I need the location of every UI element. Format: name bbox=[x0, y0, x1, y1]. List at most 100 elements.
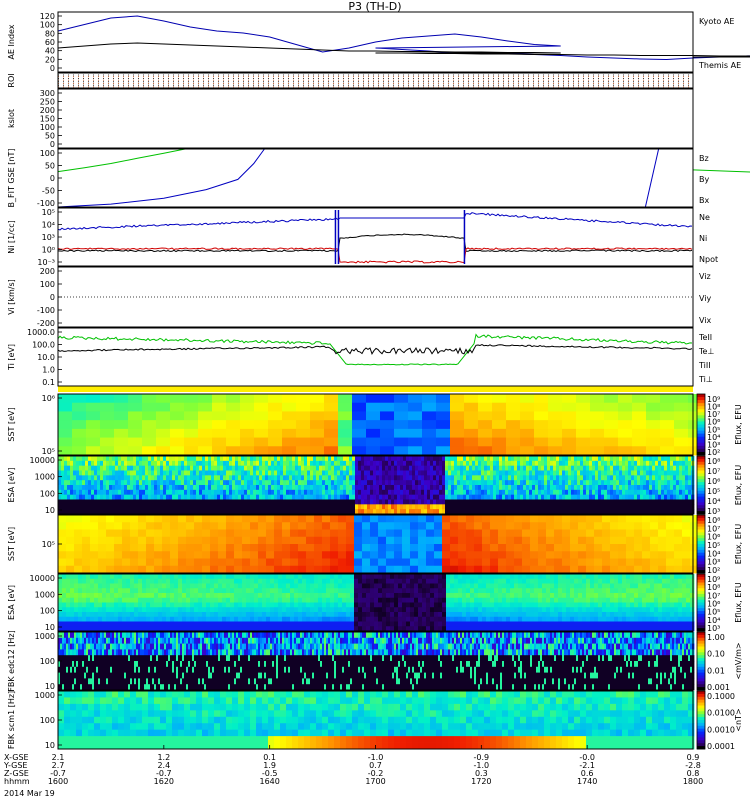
esa-e-cell bbox=[450, 602, 455, 608]
esa-e-cell bbox=[106, 583, 111, 589]
esa-i-cell bbox=[154, 504, 158, 510]
sst-i-cell bbox=[492, 420, 507, 430]
esa-i-cell bbox=[661, 475, 665, 481]
esa-e-cell bbox=[70, 602, 75, 608]
esa-i-cell bbox=[478, 460, 482, 467]
esa-i-cell bbox=[349, 509, 353, 515]
esa-e-cell bbox=[382, 621, 387, 627]
sst-e-cell bbox=[250, 536, 259, 545]
esa-e-cell bbox=[182, 626, 187, 632]
esa-i-cell bbox=[181, 460, 185, 467]
esa-i-cell bbox=[298, 465, 302, 471]
esa-i-cell bbox=[556, 465, 560, 471]
sst-i-cell bbox=[492, 428, 507, 438]
sst-e-cell bbox=[562, 551, 571, 559]
esa-e-cell bbox=[322, 607, 327, 613]
sst-e-cell bbox=[402, 565, 411, 574]
esa-e-cell bbox=[354, 588, 359, 594]
esa-i-cell bbox=[670, 499, 674, 505]
esa-i-cell bbox=[637, 456, 641, 462]
esa-e-cell bbox=[82, 607, 87, 613]
esa-i-cell bbox=[610, 456, 614, 462]
esa-e-cell bbox=[530, 612, 535, 618]
esa-e-cell bbox=[258, 583, 263, 589]
esa-e-cell bbox=[194, 578, 199, 584]
sst-e-cell bbox=[562, 522, 571, 530]
esa-e-cell bbox=[366, 621, 371, 627]
esa-e-cell bbox=[382, 626, 387, 632]
esa-i-cell bbox=[340, 465, 344, 471]
esa-e-cell bbox=[406, 616, 411, 622]
sst-i-cell bbox=[590, 428, 605, 438]
esa-i-cell bbox=[430, 509, 434, 515]
esa-i-cell bbox=[244, 465, 248, 471]
esa-e-cell bbox=[58, 621, 63, 627]
sst-e-cell bbox=[202, 522, 211, 530]
esa-i-cell bbox=[340, 489, 344, 496]
esa-i-cell bbox=[568, 465, 572, 471]
esa-i-cell bbox=[523, 494, 527, 500]
esa-i-cell bbox=[82, 499, 86, 505]
esa-e-cell bbox=[378, 578, 383, 584]
esa-i-cell bbox=[649, 456, 653, 462]
esa-e-cell bbox=[514, 588, 519, 594]
esa-i-cell bbox=[163, 470, 167, 476]
esa-i-cell bbox=[658, 494, 662, 500]
esa-i-cell bbox=[373, 489, 377, 496]
esa-i-cell bbox=[343, 499, 347, 505]
esa-i-cell bbox=[577, 480, 581, 486]
esa-e-cell bbox=[478, 588, 483, 594]
esa-e-cell bbox=[450, 621, 455, 627]
esa-i-cell bbox=[154, 485, 158, 491]
esa-e-cell bbox=[354, 593, 359, 599]
esa-i-cell bbox=[103, 489, 107, 496]
esa-i-cell bbox=[586, 475, 590, 481]
esa-i-cell bbox=[187, 480, 191, 486]
esa-i-cell bbox=[109, 485, 113, 491]
esa-e-cell bbox=[262, 574, 267, 580]
sst-e-cell bbox=[482, 522, 491, 530]
esa-i-cell bbox=[160, 456, 164, 462]
esa-i-cell bbox=[490, 470, 494, 476]
esa-i-cell bbox=[631, 460, 635, 467]
esa-i-cell bbox=[556, 475, 560, 481]
esa-i-cell bbox=[127, 485, 131, 491]
esa-e-cell bbox=[374, 574, 379, 580]
esa-i-cell bbox=[370, 456, 374, 462]
esa-i-cell bbox=[223, 489, 227, 496]
esa-i-cell bbox=[310, 480, 314, 486]
sst-i-cell bbox=[394, 446, 409, 456]
esa-i-cell bbox=[688, 504, 692, 510]
esa-e-cell bbox=[214, 578, 219, 584]
esa-e-cell bbox=[318, 602, 323, 608]
esa-i-cell bbox=[157, 494, 161, 500]
esa-i-cell bbox=[679, 456, 683, 462]
esa-i-cell bbox=[181, 470, 185, 476]
sst-e-cell bbox=[170, 536, 179, 545]
esa-i-cell bbox=[688, 470, 692, 476]
sst-i-cell bbox=[674, 394, 689, 404]
esa-e-cell bbox=[374, 578, 379, 584]
esa-i-cell bbox=[202, 456, 206, 462]
esa-i-cell bbox=[64, 475, 68, 481]
esa-i-cell bbox=[94, 460, 98, 467]
esa-e-cell bbox=[190, 583, 195, 589]
esa-i-cell bbox=[442, 465, 446, 471]
esa-i-cell bbox=[613, 489, 617, 496]
esa-i-cell bbox=[67, 509, 71, 515]
esa-i-cell bbox=[529, 489, 533, 496]
sst-e-cell bbox=[114, 529, 123, 538]
esa-e-cell bbox=[230, 593, 235, 599]
sst-e-cell bbox=[82, 551, 91, 559]
esa-i-cell bbox=[460, 499, 464, 505]
sst-e-cell bbox=[154, 529, 163, 538]
sst-i-cell bbox=[674, 437, 689, 447]
esa-e-cell bbox=[346, 616, 351, 622]
esa-i-cell bbox=[172, 480, 176, 486]
esa-i-cell bbox=[166, 494, 170, 500]
sst-e-cell bbox=[458, 544, 467, 552]
esa-i-cell bbox=[121, 480, 125, 486]
esa-e-cell bbox=[294, 578, 299, 584]
sst-e-cell bbox=[370, 529, 379, 538]
esa-e-cell bbox=[194, 602, 199, 608]
